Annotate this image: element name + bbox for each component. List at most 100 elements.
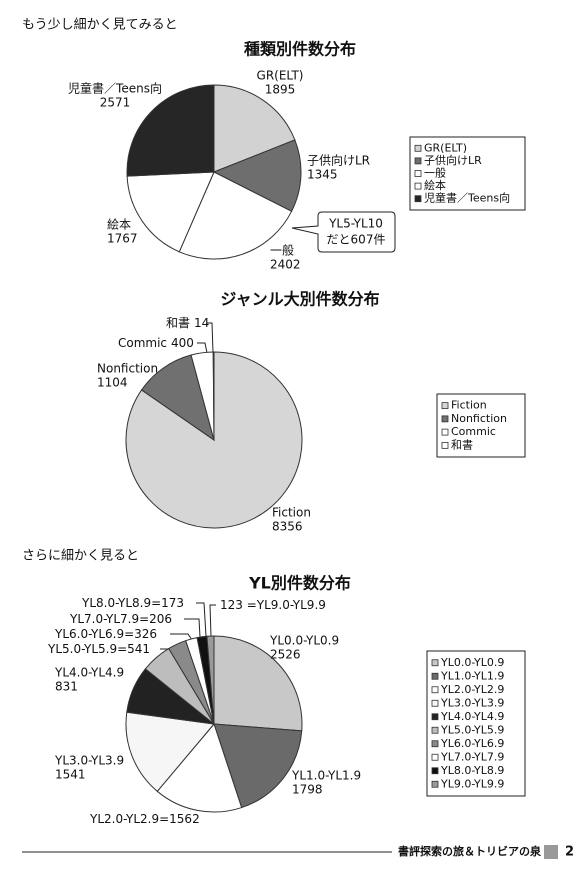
chart-title: ジャンル大別件数分布: [220, 290, 379, 309]
legend-box: [426, 650, 526, 797]
heading: もう少し細かく見てみると: [22, 18, 178, 33]
slice-value: =326: [124, 627, 157, 641]
slice-label: YL8.0-YL8.9: [81, 596, 151, 610]
slice-value: 400: [171, 336, 194, 350]
legend-label: YL0.0-YL0.9: [440, 656, 504, 669]
slice-label: YL7.0-YL7.9: [69, 612, 139, 626]
slice-label-group: 123 =YL9.0-YL9.9: [220, 598, 326, 612]
slice-label-group: YL8.0-YL8.9=173: [81, 596, 184, 610]
slice-value: 1541: [55, 768, 86, 782]
legend-label: 一般: [424, 167, 446, 180]
chart-title: YL別件数分布: [248, 574, 351, 593]
legend-label: YL7.0-YL7.9: [440, 750, 504, 763]
callout-text: YL5-YL10: [328, 217, 383, 231]
legend-swatch: [414, 144, 422, 152]
legend-swatch: [414, 182, 422, 190]
pie-slice: [125, 711, 215, 793]
legend-label: 絵本: [424, 178, 446, 192]
footer-square: [544, 845, 558, 859]
callout-text: だと607件: [327, 233, 386, 247]
slice-label: 一般: [270, 243, 294, 258]
legend-label: YL4.0-YL4.9: [440, 710, 504, 723]
slice-value: 2526: [270, 648, 301, 662]
slice-label: YL9.0-YL9.9: [256, 598, 326, 612]
legend-label: YL8.0-YL8.9: [440, 764, 504, 777]
legend-swatch: [431, 713, 439, 721]
legend-swatch: [431, 686, 439, 694]
legend-label: YL1.0-YL1.9: [440, 669, 504, 682]
slice-value: 1895: [265, 83, 296, 97]
slice-value: =173: [151, 596, 184, 610]
legend-box: [409, 136, 526, 211]
legend-swatch: [441, 428, 449, 436]
pie-slice: [178, 171, 293, 260]
legend-swatch: [441, 415, 449, 423]
slice-value: 2571: [100, 96, 131, 110]
legend-label: YL3.0-YL3.9: [440, 696, 504, 709]
slice-label-group: YL7.0-YL7.9=206: [69, 612, 172, 626]
slice-label: Nonfiction: [97, 362, 158, 376]
slice-label: GR(ELT): [257, 69, 304, 83]
pie-slice: [125, 351, 303, 529]
legend-label: 児童書／Teens向: [424, 191, 510, 205]
slice-label: YL5.0-YL5.9: [47, 642, 117, 656]
slice-value: 123 =: [220, 598, 257, 612]
legend-label: YL2.0-YL2.9: [440, 683, 504, 696]
pie-slice: [213, 635, 303, 732]
legend-swatch: [431, 659, 439, 667]
slice-label-group: YL2.0-YL2.9=1562: [89, 812, 200, 826]
slice-label: YL0.0-YL0.9: [269, 634, 339, 648]
slice-value: 1104: [97, 376, 128, 390]
slice-label-group: YL5.0-YL5.9=541: [47, 642, 150, 656]
slice-label-group: 和書 14: [166, 316, 209, 330]
slice-value: 14: [194, 316, 209, 330]
legend-label: Fiction: [451, 399, 487, 412]
pie-slice: [212, 139, 302, 212]
slice-value: =206: [139, 612, 172, 626]
legend-swatch: [431, 699, 439, 707]
slice-label: 和書: [166, 316, 190, 330]
slice-value: =1562: [159, 812, 200, 826]
legend-swatch: [431, 726, 439, 734]
legend-label: GR(ELT): [424, 141, 467, 154]
slice-label: YL6.0-YL6.9: [54, 627, 124, 641]
slice-label: YL4.0-YL4.9: [54, 666, 124, 680]
slice-label-group: Commic 400: [118, 336, 194, 350]
legend-label: 和書: [451, 437, 473, 451]
slice-label-group: YL6.0-YL6.9=326: [54, 627, 157, 641]
chart-title: 種類別件数分布: [244, 40, 356, 59]
legend-swatch: [414, 170, 422, 177]
slice-label: YL2.0-YL2.9: [89, 812, 159, 826]
legend-swatch: [441, 441, 449, 449]
legend-swatch: [431, 753, 439, 761]
slice-label: 児童書／Teens向: [68, 81, 162, 96]
slice-value: 8356: [272, 520, 303, 534]
legend-box: [436, 393, 526, 458]
legend-swatch: [431, 740, 439, 748]
footer-title: 書評探索の旅＆トリビアの泉: [398, 844, 542, 858]
slice-value: =541: [117, 642, 150, 656]
legend-label: Nonfiction: [451, 412, 507, 425]
legend-label: YL9.0-YL9.9: [440, 777, 504, 790]
pie-slice: [213, 723, 303, 809]
slice-value: 1798: [292, 783, 323, 797]
legend-label: Commic: [451, 425, 496, 438]
slice-value: 2402: [270, 258, 301, 272]
legend-swatch: [431, 767, 439, 775]
slice-value: 831: [55, 680, 78, 694]
slice-label: YL1.0-YL1.9: [291, 769, 361, 783]
pie-slice: [206, 635, 215, 725]
legend-swatch: [441, 402, 449, 410]
legend-swatch: [431, 780, 439, 788]
legend-label: YL6.0-YL6.9: [440, 737, 504, 750]
callout-box: [291, 211, 396, 253]
legend-label: 子供向けLR: [424, 153, 482, 167]
legend-swatch: [414, 195, 422, 203]
pie-slice: [156, 722, 243, 813]
legend-swatch: [414, 157, 422, 165]
pie-slice: [126, 84, 215, 177]
pie-slice: [126, 171, 215, 253]
slice-label: 子供向けLR: [307, 153, 370, 168]
slice-label: 絵本: [107, 217, 131, 232]
